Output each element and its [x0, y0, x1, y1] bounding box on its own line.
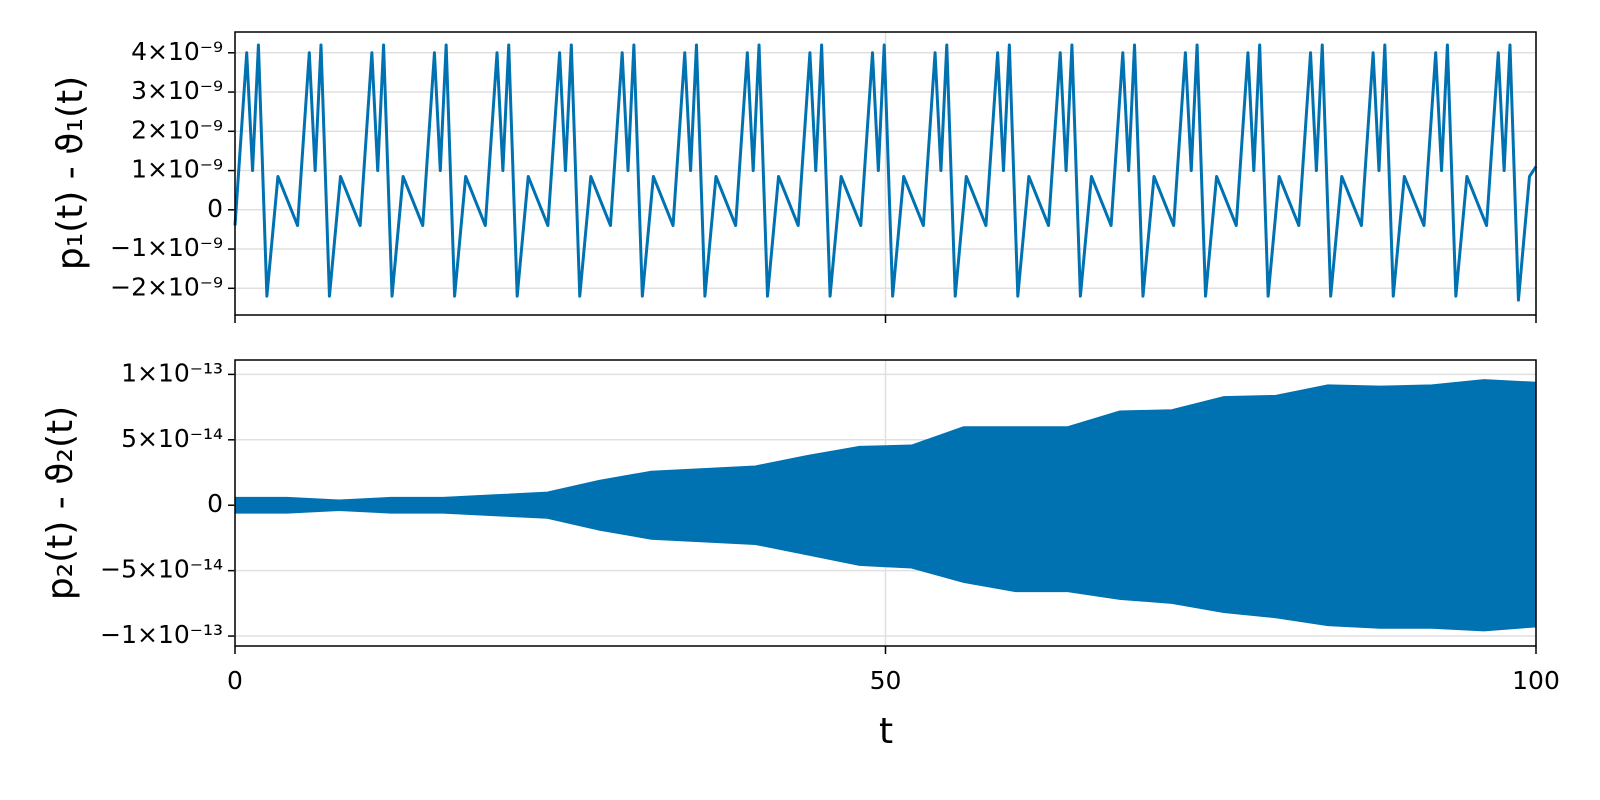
y-tick-label: 4×10⁻⁹ [131, 37, 223, 66]
y-tick-label: 3×10⁻⁹ [131, 76, 223, 105]
x-axis-label: t [879, 711, 893, 752]
y-tick-label: −2×10⁻⁹ [110, 272, 223, 301]
data-line [233, 43, 1538, 302]
y-tick-label: 1×10⁻¹³ [121, 358, 223, 387]
y-tick-label: −5×10⁻¹⁴ [100, 555, 223, 584]
y-tick-label: 5×10⁻¹⁴ [121, 424, 223, 453]
x-tick-label: 100 [1512, 666, 1560, 695]
y-axis-label: p₂(t) - ϑ₂(t) [40, 406, 81, 600]
y-tick-label: 0 [207, 489, 223, 518]
y-tick-label: 2×10⁻⁹ [131, 115, 223, 144]
y-tick-label: −1×10⁻¹³ [100, 620, 223, 649]
y-axis-label: p₁(t) - ϑ₁(t) [50, 76, 91, 270]
y-tick-label: 1×10⁻⁹ [131, 155, 223, 184]
y-tick-label: 0 [207, 194, 223, 223]
y-tick-label: −1×10⁻⁹ [110, 233, 223, 262]
x-tick-label: 0 [227, 666, 243, 695]
x-tick-label: 50 [870, 666, 902, 695]
plot-frame [234, 359, 1537, 647]
plot-frame [234, 31, 1537, 316]
